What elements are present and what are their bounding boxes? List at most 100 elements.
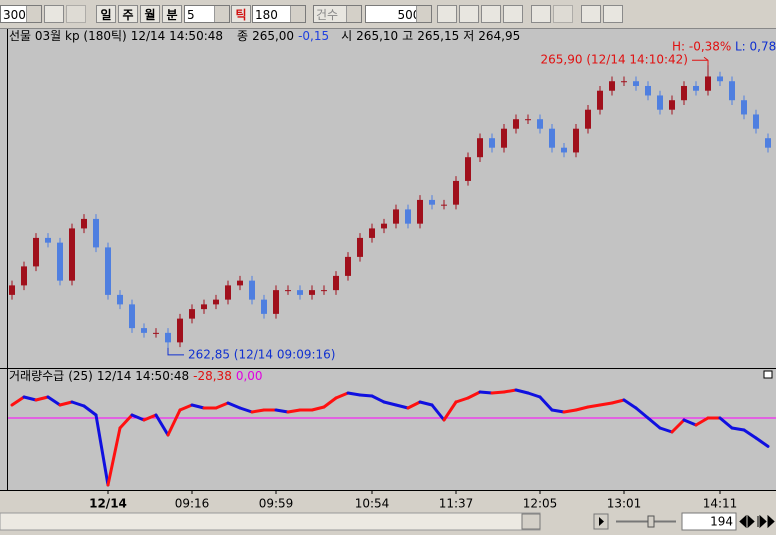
indicator-segment	[646, 416, 662, 430]
period-button[interactable]: 일	[96, 5, 116, 23]
high-label: 265,90 (12/14 14:10:42)	[541, 53, 688, 67]
indicator-segment	[178, 403, 194, 412]
candle-body	[645, 85, 651, 96]
nav-arrows[interactable]	[739, 514, 775, 529]
candle-body	[201, 304, 207, 310]
candle-body	[477, 138, 483, 158]
indicator-segment	[622, 398, 638, 410]
header-label: 고	[402, 29, 413, 43]
indicator-segment	[334, 391, 350, 400]
indicator-segment	[754, 436, 770, 448]
header-value: 265,00	[252, 29, 294, 43]
indicator-segment	[586, 403, 602, 409]
indicator-segment	[610, 398, 626, 405]
header-label: 종	[237, 29, 248, 43]
sub-header: 거래량수급 (25) 12/14 14:50:48 -28,38 0,00	[9, 369, 263, 383]
indicator-segment	[454, 396, 470, 404]
indicator-segment	[742, 428, 758, 440]
period-button[interactable]: 분	[162, 5, 182, 23]
indicator-segment	[430, 403, 446, 422]
indicator-segment	[694, 416, 710, 427]
tick-button[interactable]: 틱	[231, 5, 251, 23]
indicator-segment	[526, 391, 542, 399]
candle-body	[189, 309, 195, 319]
period-combo[interactable]: 3000	[0, 5, 42, 23]
indicator-segment	[562, 408, 578, 414]
arrow-icon	[599, 517, 604, 526]
indicator-segment	[154, 413, 170, 437]
indicator-segment	[166, 408, 182, 437]
candle-body	[225, 285, 231, 300]
tool-icon[interactable]	[553, 5, 573, 23]
x-tick-label: 14:11	[703, 497, 738, 511]
candle-body	[69, 228, 75, 281]
indicator-segment	[34, 395, 50, 402]
count-combo[interactable]: 건수	[313, 5, 362, 23]
plot-bg	[0, 28, 776, 490]
candle-body	[681, 85, 687, 101]
indicator-segment	[550, 408, 566, 414]
scrollbar[interactable]	[0, 512, 541, 531]
candle-body	[273, 290, 279, 314]
candle-body	[213, 299, 219, 305]
indicator-segment	[718, 416, 734, 430]
indicator-segment	[574, 405, 590, 412]
indicator-segment	[118, 413, 134, 430]
candle-body	[249, 280, 255, 300]
period-button[interactable]: 주	[118, 5, 138, 23]
indicator-segment	[346, 391, 362, 397]
candle-body	[453, 180, 459, 205]
candle-body	[561, 147, 567, 153]
zoom-knob[interactable]	[647, 515, 655, 528]
candle-body	[21, 266, 27, 286]
sub-baseline: 0,00	[236, 369, 263, 383]
candle-body	[297, 290, 303, 295]
candle-body	[237, 280, 243, 286]
candle-body	[141, 328, 147, 333]
candle-body	[129, 304, 135, 329]
indicator-segment	[286, 408, 302, 414]
tool-icon[interactable]	[531, 5, 551, 23]
indicator-segment	[514, 388, 530, 395]
header-value: 265,10	[356, 29, 398, 43]
candle-body	[33, 237, 39, 267]
tool-icon[interactable]	[66, 5, 86, 23]
count-input[interactable]	[681, 512, 737, 531]
candle-body	[573, 128, 579, 153]
tool-icon[interactable]	[481, 5, 501, 23]
interval-combo[interactable]: 5	[184, 5, 230, 23]
candle-body	[393, 209, 399, 224]
tool-icon[interactable]	[44, 5, 64, 23]
scroll-thumb[interactable]	[521, 513, 541, 530]
header-label: 시	[341, 29, 352, 43]
indicator-segment	[442, 400, 458, 422]
indicator-segment	[106, 426, 122, 487]
x-tick-label: 10:54	[355, 497, 390, 511]
period-button[interactable]: 월	[140, 5, 160, 23]
tool-icon[interactable]	[503, 5, 523, 23]
candle-body	[513, 119, 519, 129]
candle-body	[669, 100, 675, 110]
candle-body	[741, 100, 747, 115]
tool-icon[interactable]	[459, 5, 479, 23]
candle-body	[753, 114, 759, 129]
tool-icon[interactable]	[437, 5, 457, 23]
indicator-segment	[634, 406, 650, 420]
indicator-segment	[10, 395, 26, 407]
indicator-segment	[46, 395, 62, 407]
candle-body	[657, 95, 663, 110]
high-pct: H: -0,38%	[672, 40, 731, 54]
x-tick-label: 12/14	[89, 497, 127, 511]
tool-icon[interactable]	[603, 5, 623, 23]
count-input[interactable]: 5000	[365, 5, 432, 23]
sub-value: -28,38	[193, 369, 232, 383]
x-tick-label: 13:01	[607, 497, 642, 511]
tool-icon[interactable]	[581, 5, 601, 23]
tick-combo[interactable]: 180	[252, 5, 306, 23]
indicator-segment	[394, 403, 410, 410]
indicator-segment	[598, 401, 614, 407]
panel-button[interactable]	[763, 370, 773, 379]
header-label: 저	[463, 29, 474, 43]
